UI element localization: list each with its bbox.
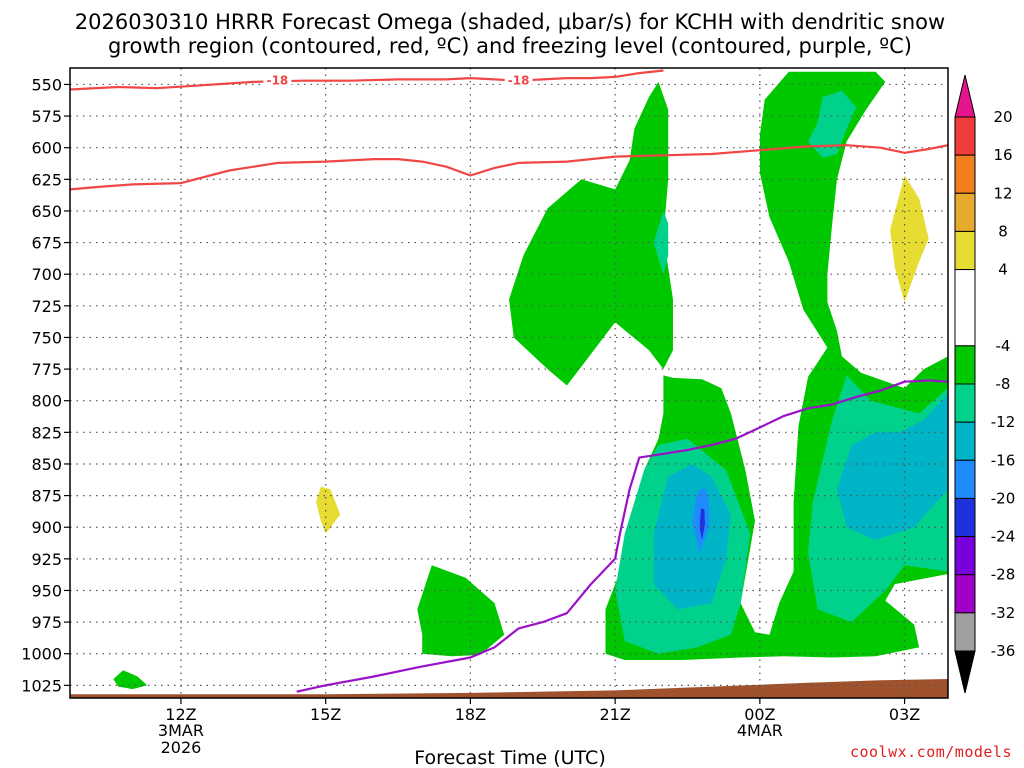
colorbar-band-6 [954, 383, 976, 423]
x-tick-sublabel: 3MAR [158, 721, 204, 740]
y-tick-label: 900 [31, 518, 62, 537]
omega-region-1 [509, 81, 673, 386]
omega-region-2 [417, 565, 505, 657]
contour-line-0 [70, 69, 664, 91]
colorbar-band-0 [954, 116, 976, 156]
y-tick-label: 650 [31, 202, 62, 221]
x-tick-label: 21Z [599, 705, 630, 724]
y-axis-ticks: 550 575 600 625 650 675 700 725 750 775 800 825 850 8… [21, 75, 70, 695]
omega-region-7 [653, 211, 669, 275]
colorbar-over-triangle [954, 74, 976, 118]
colorbar-band-11 [954, 574, 976, 614]
colorbar-band-7 [954, 421, 976, 461]
plot-border [69, 67, 949, 699]
colorbar-band-2 [954, 192, 976, 232]
credit-text: coolwx.com/models [850, 743, 1012, 761]
x-tick-label: 00Z [744, 705, 775, 724]
omega-region-9 [837, 394, 948, 540]
contour-line-2 [296, 379, 948, 693]
colorbar-label: 20 [993, 108, 1012, 126]
gridlines [70, 68, 948, 698]
y-tick-label: 600 [31, 139, 62, 158]
colorbar-label: -36 [991, 642, 1016, 660]
y-tick-label: 775 [31, 360, 62, 379]
x-tick-label: 12Z [165, 705, 196, 724]
colorbar-band-12 [954, 612, 976, 652]
colorbar-label: -4 [996, 337, 1011, 355]
colorbar-label: -12 [991, 413, 1016, 431]
colorbar-band-3 [954, 230, 976, 271]
omega-region-13 [890, 175, 929, 302]
colorbar-label: -20 [991, 489, 1016, 507]
colorbar: 20 16 12 8 4 -4 -8 -12 -16 -20 -24 -28 -32 -36 [954, 74, 1016, 694]
y-tick-label: 850 [31, 455, 62, 474]
y-tick-label: 725 [31, 297, 62, 316]
y-tick-label: 700 [31, 265, 62, 284]
colorbar-label: -16 [991, 451, 1016, 469]
colorbar-label: 8 [998, 222, 1008, 240]
colorbar-band-4 [954, 269, 976, 347]
x-tick-sublabel: 2026 [161, 738, 202, 757]
x-tick-label: 18Z [455, 705, 486, 724]
colorbar-band-10 [954, 536, 976, 576]
y-tick-label: 875 [31, 487, 62, 506]
omega-shading [70, 71, 948, 698]
colorbar-label: -24 [991, 528, 1016, 546]
y-tick-label: 925 [31, 550, 62, 569]
y-tick-label: 1000 [21, 645, 62, 664]
colorbar-label: -32 [991, 604, 1016, 622]
y-tick-label: 800 [31, 392, 62, 411]
colorbar-label: -8 [996, 375, 1011, 393]
y-tick-label: 575 [31, 107, 62, 126]
contour-line-1 [70, 144, 948, 191]
omega-region-12 [316, 486, 341, 534]
plot-area: -18 -18 [69, 67, 949, 699]
colorbar-label: -28 [991, 566, 1016, 584]
x-tick-label: 15Z [310, 705, 341, 724]
chart-title-line2: growth region (contoured, red, ºC) and f… [108, 34, 912, 58]
y-tick-label: 1025 [21, 676, 62, 695]
omega-region-11 [699, 508, 705, 540]
omega-region-6 [808, 90, 857, 158]
colorbar-under-triangle [954, 650, 976, 694]
y-tick-label: 950 [31, 581, 62, 600]
y-tick-label: 625 [31, 170, 62, 189]
contour-label: -18 [508, 74, 530, 88]
contour-label: -18 [267, 74, 289, 88]
y-tick-label: 675 [31, 234, 62, 253]
colorbar-band-9 [954, 497, 976, 538]
terrain-fill [70, 679, 948, 698]
contour-label-bg [263, 72, 292, 87]
chart-title-line1: 2026030310 HRRR Forecast Omega (shaded, … [75, 10, 945, 34]
contour-lines: -18 -18 [70, 69, 948, 693]
x-tick-label: 03Z [889, 705, 920, 724]
omega-region-3 [113, 670, 148, 690]
omega-region-8 [653, 464, 731, 610]
colorbar-label: 4 [998, 261, 1008, 279]
colorbar-label: 12 [993, 184, 1012, 202]
x-tick-sublabel: 4MAR [737, 721, 783, 740]
y-tick-label: 750 [31, 328, 62, 347]
colorbar-band-1 [954, 154, 976, 194]
y-tick-label: 550 [31, 75, 62, 94]
y-tick-label: 975 [31, 613, 62, 632]
colorbar-label: 16 [993, 146, 1012, 164]
x-axis-title: Forecast Time (UTC) [414, 747, 605, 768]
contour-label-bg [504, 72, 533, 87]
colorbar-band-5 [954, 345, 976, 385]
colorbar-band-8 [954, 459, 976, 499]
y-tick-label: 825 [31, 423, 62, 442]
